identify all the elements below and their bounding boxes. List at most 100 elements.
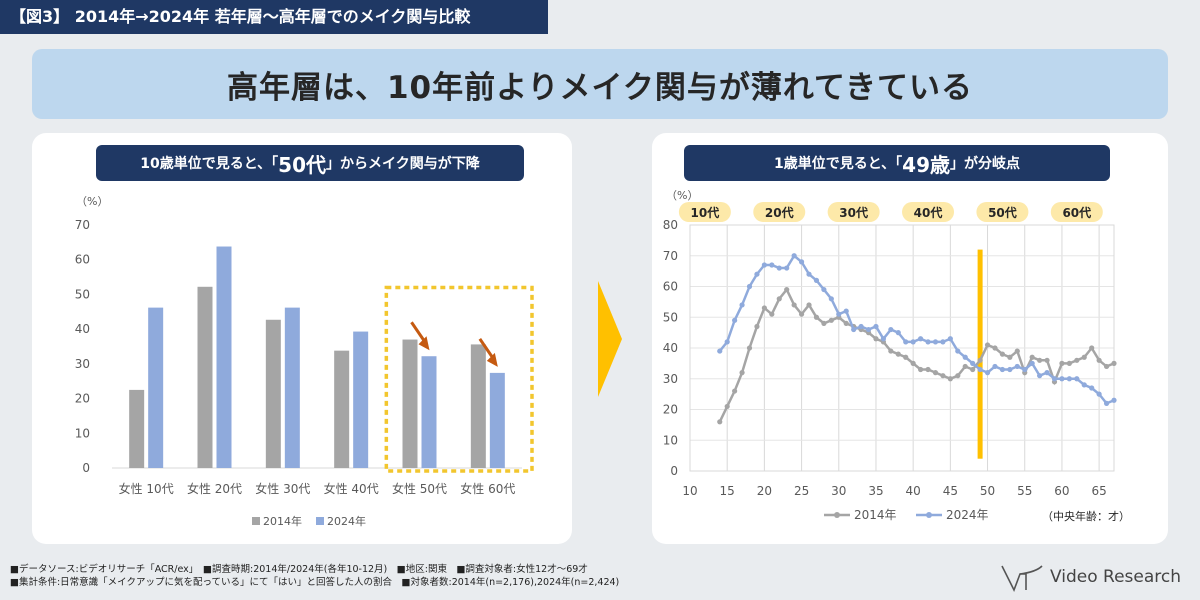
- line-point-2014年: [1103, 363, 1110, 370]
- line-point-2014年: [1089, 345, 1095, 351]
- line-point-2014年: [984, 342, 991, 348]
- left-panel-title: 10歳単位で見ると、「 50代 」からメイク関与が下降: [96, 145, 524, 181]
- bar-y-tick: 50: [75, 287, 90, 301]
- line-y-tick: 70: [663, 249, 678, 263]
- line-point-2024年: [880, 336, 887, 342]
- line-point-2014年: [821, 320, 827, 326]
- line-point-2014年: [977, 357, 983, 363]
- legend-label: 2024年: [327, 514, 366, 528]
- line-y-tick: 30: [663, 372, 678, 386]
- legend-swatch: [252, 517, 260, 525]
- bar-2014年: [470, 344, 486, 468]
- bar-2024年: [216, 246, 232, 468]
- line-point-2024年: [769, 262, 775, 268]
- vr-logo-icon: [1001, 565, 1043, 592]
- line-point-2014年: [1111, 360, 1117, 366]
- legend-marker: [834, 512, 840, 518]
- bar-x-tick: 女性 30代: [255, 481, 310, 496]
- line-point-2024年: [843, 308, 849, 314]
- transition-arrow-icon: [598, 281, 622, 401]
- line-point-2024年: [925, 339, 931, 345]
- line-point-2014年: [992, 345, 998, 351]
- legend-label: 2024年: [946, 508, 989, 522]
- line-point-2024年: [984, 370, 991, 376]
- line-point-2014年: [784, 286, 790, 293]
- line-x-tick: 10: [682, 484, 697, 498]
- line-point-2014年: [746, 345, 753, 351]
- line-point-2014年: [903, 354, 909, 360]
- bar-y-unit: （%）: [76, 195, 108, 208]
- bar-y-tick: 30: [75, 357, 90, 371]
- line-point-2014年: [910, 360, 916, 366]
- bar-2014年: [197, 286, 213, 468]
- line-point-2024年: [754, 271, 760, 277]
- left-title-post: 」からメイク関与が下降: [326, 156, 480, 172]
- bar-2024年: [489, 372, 505, 468]
- line-point-2014年: [1037, 357, 1043, 363]
- age-badge-label: 30代: [839, 205, 868, 220]
- line-point-2024年: [1074, 376, 1080, 382]
- line-point-2024年: [1059, 376, 1065, 382]
- decline-arrowhead-icon: [418, 336, 430, 351]
- line-point-2024年: [739, 302, 745, 308]
- footnotes: ■データソース:ビデオリサーチ「ACR/ex」 ■調査時期:2014年/2024…: [10, 563, 619, 589]
- line-point-2014年: [843, 320, 849, 326]
- line-x-tick: 40: [906, 484, 921, 498]
- footnote-line: ■データソース:ビデオリサーチ「ACR/ex」 ■調査時期:2014年/2024…: [10, 564, 588, 575]
- line-point-2024年: [903, 339, 909, 345]
- line-point-2014年: [1096, 357, 1102, 363]
- line-y-tick: 50: [663, 310, 678, 324]
- line-point-2014年: [1081, 354, 1087, 360]
- bar-chart: （%） 0 10 20 30 40 50 60 70 女性 10代 女性 20代 女性 30代 女性 4…: [75, 195, 534, 528]
- line-chart: （%） 10代 20代 30代 40代 50代 60代 10 15 20 25 30 35 40 45 50 5…: [663, 189, 1130, 523]
- line-point-2024年: [1014, 363, 1020, 370]
- bar-2024年: [284, 307, 300, 468]
- line-point-2024年: [910, 339, 916, 345]
- line-point-2014年: [1014, 348, 1020, 354]
- line-point-2014年: [917, 366, 924, 373]
- headline-banner: 高年層は、10年前よりメイク関与が薄れてきている: [32, 49, 1168, 119]
- line-point-2014年: [806, 302, 812, 308]
- bar-x-tick: 女性 40代: [324, 481, 379, 496]
- line-series-2014年: [718, 287, 1115, 423]
- bar-y-tick: 70: [75, 218, 90, 232]
- right-panel-title: 1歳単位で見ると、「 49歳 」が分岐点: [684, 145, 1110, 181]
- line-point-2024年: [955, 348, 961, 354]
- bar-y-tick: 0: [82, 461, 90, 475]
- bar-x-tick: 女性 60代: [460, 481, 515, 496]
- line-point-2024年: [858, 323, 864, 330]
- line-x-tick: 25: [794, 484, 809, 498]
- line-x-tick: 20: [757, 484, 772, 498]
- line-point-2024年: [732, 317, 738, 323]
- age-badge: [753, 202, 806, 222]
- divider-line: [977, 249, 983, 459]
- line-point-2024年: [761, 262, 767, 268]
- legend-marker: [926, 512, 932, 518]
- line-point-2014年: [940, 373, 946, 379]
- right-title-emphasis: 49歳: [902, 152, 951, 177]
- line-point-2024年: [999, 366, 1006, 373]
- legend-label: 2014年: [263, 514, 302, 528]
- line-point-2024年: [836, 311, 842, 317]
- line-point-2014年: [769, 311, 775, 317]
- line-y-unit: （%）: [666, 189, 698, 202]
- line-point-2014年: [888, 348, 894, 354]
- line-point-2024年: [1066, 376, 1072, 382]
- line-point-2024年: [977, 366, 983, 373]
- logo-text: Video Research: [1050, 567, 1182, 587]
- line-point-2014年: [873, 336, 879, 342]
- bar-2014年: [129, 389, 145, 468]
- bar-2024年: [148, 307, 164, 468]
- line-point-2014年: [955, 373, 961, 379]
- line-point-2024年: [1103, 400, 1110, 406]
- line-point-2014年: [1029, 354, 1035, 360]
- line-point-2024年: [932, 339, 939, 345]
- bar-x-tick: 女性 50代: [392, 481, 447, 496]
- age-badge-label: 40代: [914, 205, 943, 220]
- line-x-tick: 35: [868, 484, 883, 498]
- line-point-2024年: [1007, 366, 1013, 373]
- line-point-2024年: [1029, 360, 1035, 366]
- right-panel: 1歳単位で見ると、「 49歳 」が分岐点 （%） 10代 20代 30代 40代 50代 60代…: [652, 133, 1168, 544]
- age-badge-label: 10代: [691, 205, 720, 220]
- line-point-2024年: [828, 296, 834, 302]
